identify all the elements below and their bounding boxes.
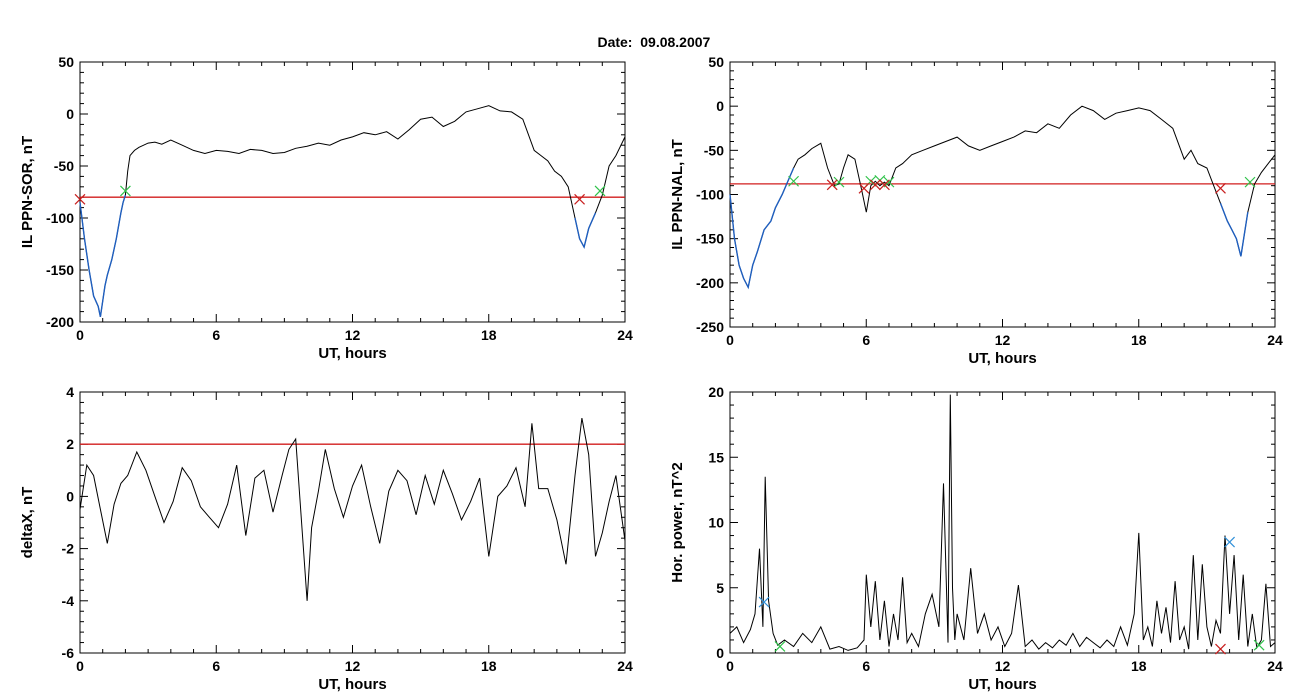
- y-axis-label: Hor. power, nT^2: [669, 462, 686, 582]
- x-tick-label: 24: [1267, 332, 1283, 348]
- end-marker: [1215, 182, 1226, 194]
- x-tick-label: 12: [345, 327, 361, 343]
- end-marker: [858, 182, 870, 194]
- y-tick-label: -2: [62, 541, 75, 557]
- x-tick-label: 24: [617, 658, 633, 674]
- x-tick-label: 18: [1131, 658, 1147, 674]
- peak-marker: [758, 596, 770, 608]
- end-marker: [826, 179, 838, 191]
- end-marker: [74, 193, 86, 205]
- x-tick-label: 12: [995, 332, 1011, 348]
- y-tick-label: -50: [54, 158, 74, 174]
- x-tick-label: 6: [212, 658, 220, 674]
- x-tick-label: 24: [617, 327, 633, 343]
- y-tick-label: -200: [696, 275, 724, 291]
- x-tick-label: 18: [481, 658, 497, 674]
- start-marker: [788, 175, 800, 187]
- end-marker: [1215, 643, 1226, 655]
- y-tick-label: -50: [704, 142, 724, 158]
- y-axis-label: IL PPN-SOR, nT: [19, 136, 36, 248]
- x-tick-label: 18: [1131, 332, 1147, 348]
- end-marker: [574, 193, 586, 205]
- y-tick-label: 0: [66, 106, 74, 122]
- y-tick-label: 5: [716, 580, 724, 596]
- plot-frame: [79, 391, 626, 654]
- start-marker: [774, 641, 786, 652]
- y-tick-label: -250: [696, 319, 724, 335]
- date-label: Date:: [597, 34, 633, 50]
- x-tick-label: 0: [726, 658, 734, 674]
- peak-marker: [1224, 536, 1236, 548]
- plot-frame: [729, 61, 1276, 328]
- y-tick-label: 2: [66, 436, 74, 452]
- start-marker: [833, 176, 845, 188]
- highlight-segment: [574, 212, 597, 250]
- x-tick-label: 12: [995, 658, 1011, 674]
- start-marker: [119, 185, 131, 197]
- start-marker: [1253, 639, 1265, 651]
- y-tick-label: -150: [696, 231, 724, 247]
- x-tick-label: 0: [76, 658, 84, 674]
- date-value: 09.08.2007: [640, 34, 711, 50]
- y-tick-label: 50: [58, 54, 74, 70]
- x-tick-label: 6: [862, 658, 870, 674]
- x-tick-label: 12: [345, 658, 361, 674]
- start-marker: [594, 185, 606, 197]
- y-tick-label: 0: [716, 98, 724, 114]
- y-tick-label: 20: [708, 384, 724, 400]
- y-tick-label: -4: [62, 593, 75, 609]
- plot-frame: [79, 61, 626, 323]
- y-tick-label: -150: [46, 262, 74, 278]
- chart-title: Date: 09.08.2007: [0, 18, 1300, 50]
- x-axis-label: UT, hours: [318, 676, 386, 693]
- series-line: [79, 105, 626, 317]
- y-tick-label: -6: [62, 645, 75, 661]
- y-tick-label: -200: [46, 314, 74, 330]
- x-axis-label: UT, hours: [318, 345, 386, 362]
- x-tick-label: 18: [481, 327, 497, 343]
- plot-frame: [729, 391, 1276, 654]
- highlight-segment: [1219, 203, 1249, 257]
- series-line: [729, 394, 1276, 651]
- x-tick-label: 6: [862, 332, 870, 348]
- y-tick-label: 50: [708, 54, 724, 70]
- highlight-segment: [729, 167, 795, 290]
- y-axis-label: deltaX, nT: [19, 487, 36, 559]
- y-tick-label: -100: [46, 210, 74, 226]
- start-marker: [1244, 176, 1256, 188]
- panel-top-left: 0 6 12 18 24 -200 -150 -100 -50 0 50 UT, hours IL PP…: [19, 54, 633, 362]
- x-tick-label: 24: [1267, 658, 1283, 674]
- series-line: [729, 105, 1276, 289]
- y-tick-label: 15: [708, 449, 724, 465]
- end-marker: [878, 179, 890, 191]
- y-axis-label: IL PPN-NAL, nT: [669, 139, 686, 250]
- panel-top-right: 0 6 12 18 24 -250 -200 -150 -100 -50 0 50 UT, hours I…: [669, 54, 1283, 367]
- highlight-segment: [79, 194, 127, 317]
- x-tick-label: 6: [212, 327, 220, 343]
- series-line: [79, 418, 626, 601]
- x-axis-label: UT, hours: [968, 676, 1036, 693]
- y-tick-label: -100: [696, 187, 724, 203]
- y-tick-label: 10: [708, 515, 724, 531]
- x-axis-label: UT, hours: [968, 350, 1036, 367]
- y-tick-label: 4: [66, 384, 74, 400]
- x-tick-label: 0: [726, 332, 734, 348]
- end-marker: [869, 179, 881, 191]
- panel-bottom-right: 0 6 12 18 24 0 5 10 15 20 UT, hours Hor. power, nT^…: [669, 384, 1283, 693]
- x-tick-label: 0: [76, 327, 84, 343]
- y-tick-label: 0: [66, 488, 74, 504]
- y-tick-label: 0: [716, 645, 724, 661]
